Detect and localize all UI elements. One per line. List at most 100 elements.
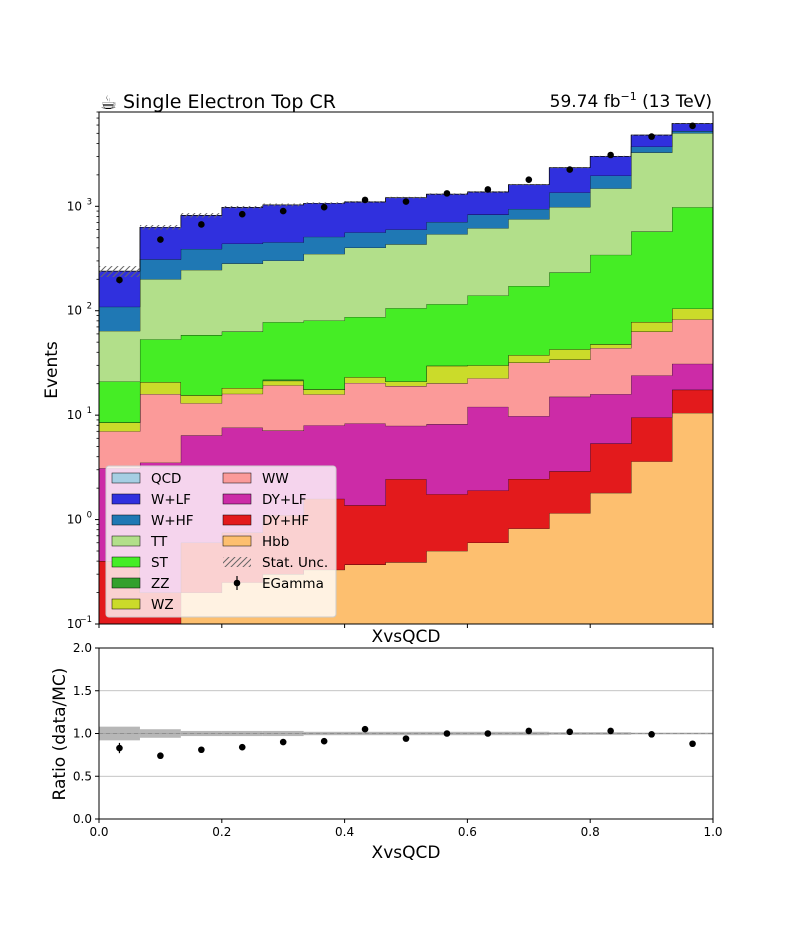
ratio-marker — [443, 730, 451, 737]
ratio-marker — [198, 746, 205, 754]
y-tick-exponent: 3 — [87, 197, 92, 207]
legend-swatch — [111, 598, 141, 610]
area-st — [99, 207, 713, 423]
ratio-marker — [402, 735, 410, 742]
data-point — [279, 207, 287, 215]
ratio-point — [525, 727, 533, 735]
data-marker — [279, 207, 287, 215]
edge-w-hf — [99, 130, 713, 308]
ratio-point — [566, 728, 574, 736]
stat-unc-bin — [385, 196, 427, 199]
lumi-label: 59.74 fb−1 (13 TeV) — [550, 90, 712, 112]
data-marker — [402, 198, 410, 205]
area-hbb — [139, 412, 713, 624]
y-tick-label: 10 — [67, 513, 82, 527]
legend-hatch-swatch — [223, 557, 251, 567]
ratio-marker — [157, 752, 164, 760]
legend-label: DY+LF — [262, 492, 307, 508]
data-marker — [443, 190, 451, 197]
legend-swatch — [111, 472, 141, 484]
ratio-x-axis-label: XvsQCD — [372, 843, 441, 863]
ratio-y-ticks: 0.0 0.5 1.0 1.5 2.0 — [73, 641, 99, 826]
ratio-y-tick-label: 2.0 — [73, 641, 92, 655]
y-tick-label: 10 — [67, 617, 82, 631]
edge-zz — [99, 308, 713, 423]
stat-unc-bin — [303, 202, 345, 205]
ratio-point — [238, 743, 246, 751]
legend-swatch — [111, 535, 141, 547]
legend-box — [105, 465, 337, 618]
y-tick-exponent: 2 — [87, 302, 92, 312]
data-point — [116, 276, 123, 284]
legend-swatch — [222, 514, 252, 526]
legend-label: Stat. Unc. — [262, 555, 328, 571]
data-marker — [689, 122, 696, 130]
data-points — [116, 122, 696, 284]
ratio-x-tick-label: 0.0 — [89, 825, 108, 839]
data-marker — [525, 176, 533, 183]
legend-swatch — [111, 514, 141, 526]
ratio-y-tick-label: 0.0 — [73, 812, 92, 826]
ratio-y-axis-label: Ratio (data/MC) — [50, 668, 70, 801]
area-w-hf — [99, 131, 713, 331]
ratio-band-bin — [180, 730, 222, 737]
ratio-point — [320, 737, 328, 745]
ratio-marker — [238, 743, 246, 751]
legend-entry-w-lf: W+LF — [111, 492, 191, 508]
main-x-axis-label: XvsQCD — [372, 627, 441, 647]
legend-entry-ww: WW — [222, 471, 289, 487]
ratio-marker — [484, 730, 492, 737]
stat-unc-bin — [508, 183, 550, 186]
data-point — [361, 196, 369, 204]
data-point — [484, 186, 492, 193]
ratio-point — [648, 731, 655, 738]
legend-entry-qcd: QCD — [111, 471, 181, 487]
y-tick-label: 10 — [67, 199, 82, 213]
data-marker — [607, 151, 614, 159]
data-marker — [198, 221, 205, 228]
legend-entry-egamma: EGamma — [233, 576, 324, 592]
ratio-point — [484, 730, 492, 737]
ratio-point — [157, 752, 164, 760]
data-point — [566, 166, 574, 173]
ratio-point — [361, 725, 369, 733]
series-zz — [99, 308, 713, 423]
ratio-marker — [689, 740, 696, 748]
ratio-point — [198, 746, 205, 754]
ratio-x-ticks: 0.0 0.2 0.4 0.6 0.8 1.0 — [89, 819, 723, 839]
stat-unc-bin — [180, 213, 222, 218]
data-point — [402, 198, 410, 205]
data-marker — [648, 133, 655, 140]
ratio-point — [443, 730, 451, 737]
data-marker — [157, 236, 164, 243]
legend-entry-wz: WZ — [111, 597, 174, 613]
legend-swatch — [222, 472, 252, 484]
ratio-marker — [279, 738, 287, 746]
area-tt — [99, 133, 713, 382]
ratio-marker — [566, 728, 574, 736]
legend: QCD W+LF W+HF TT ST ZZ WZ WW DY+LF DY+HF Hbb Stat. … — [105, 465, 337, 618]
y-tick-exponent: 1 — [87, 406, 92, 416]
ratio-y-tick-label: 1.0 — [73, 727, 92, 741]
ratio-band-bin — [99, 726, 140, 741]
legend-entry-st: ST — [111, 555, 169, 571]
legend-label: EGamma — [262, 576, 324, 592]
main-axes-frame — [98, 111, 714, 625]
data-point — [157, 236, 164, 243]
y-tick-exponent: 0 — [87, 511, 92, 521]
data-point — [198, 221, 205, 228]
ratio-band-bin — [385, 731, 427, 736]
legend-label: W+HF — [151, 513, 194, 529]
data-marker — [238, 210, 246, 218]
ratio-point — [402, 735, 410, 742]
ratio-x-tick-label: 0.2 — [212, 825, 231, 839]
legend-entry-w-hf: W+HF — [111, 513, 194, 529]
data-marker — [116, 276, 123, 284]
legend-entry-hbb: Hbb — [222, 534, 289, 550]
data-marker — [361, 196, 369, 204]
legend-swatch — [222, 493, 252, 505]
ratio-y-tick-label: 0.5 — [73, 769, 92, 783]
legend-swatch — [111, 493, 141, 505]
